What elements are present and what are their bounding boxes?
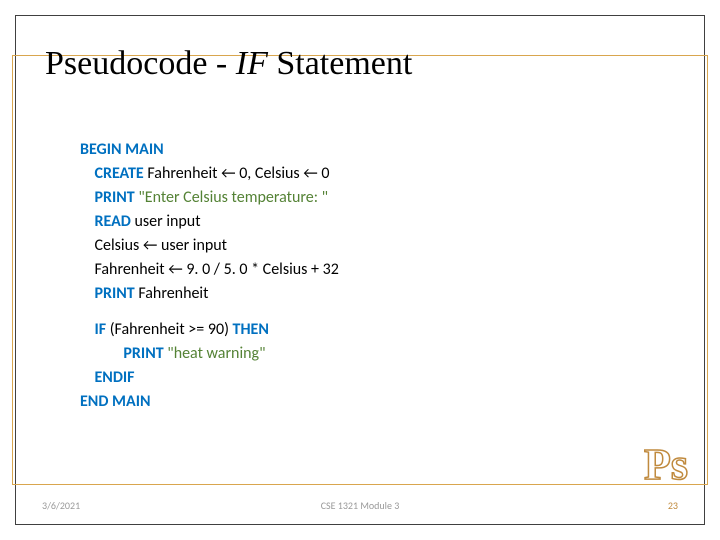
footer-pagenum: 23 — [668, 499, 678, 512]
code-line: PRINT "Enter Celsius temperature: " — [80, 186, 339, 210]
code-line: IF (Fahrenheit >= 90) THEN — [80, 318, 339, 342]
pseudocode-block: BEGIN MAIN CREATE Fahrenheit ← 0, Celsiu… — [80, 138, 339, 414]
footer-date: 3/6/2021 — [42, 499, 80, 512]
slide-title: Pseudocode - IF Statement — [45, 45, 412, 83]
code-line: PRINT "heat warning" — [80, 342, 339, 366]
code-line: ENDIF — [80, 366, 339, 390]
title-keyword: IF — [236, 45, 268, 82]
title-prefix: Pseudocode - — [45, 45, 236, 82]
footer-module: CSE 1321 Module 3 — [321, 499, 400, 512]
code-block-1: BEGIN MAIN CREATE Fahrenheit ← 0, Celsiu… — [80, 138, 339, 306]
code-line: Fahrenheit ← 9. 0 / 5. 0 * Celsius + 32 — [80, 258, 339, 282]
ps-badge: Ps — [644, 439, 688, 490]
code-line: PRINT Fahrenheit — [80, 282, 339, 306]
code-line: END MAIN — [80, 390, 339, 414]
code-line: BEGIN MAIN — [80, 138, 339, 162]
code-line: READ user input — [80, 210, 339, 234]
code-block-2: IF (Fahrenheit >= 90) THEN PRINT "heat w… — [80, 318, 339, 414]
code-line: CREATE Fahrenheit ← 0, Celsius ← 0 — [80, 162, 339, 186]
title-suffix: Statement — [268, 45, 412, 82]
code-line: Celsius ← user input — [80, 234, 339, 258]
